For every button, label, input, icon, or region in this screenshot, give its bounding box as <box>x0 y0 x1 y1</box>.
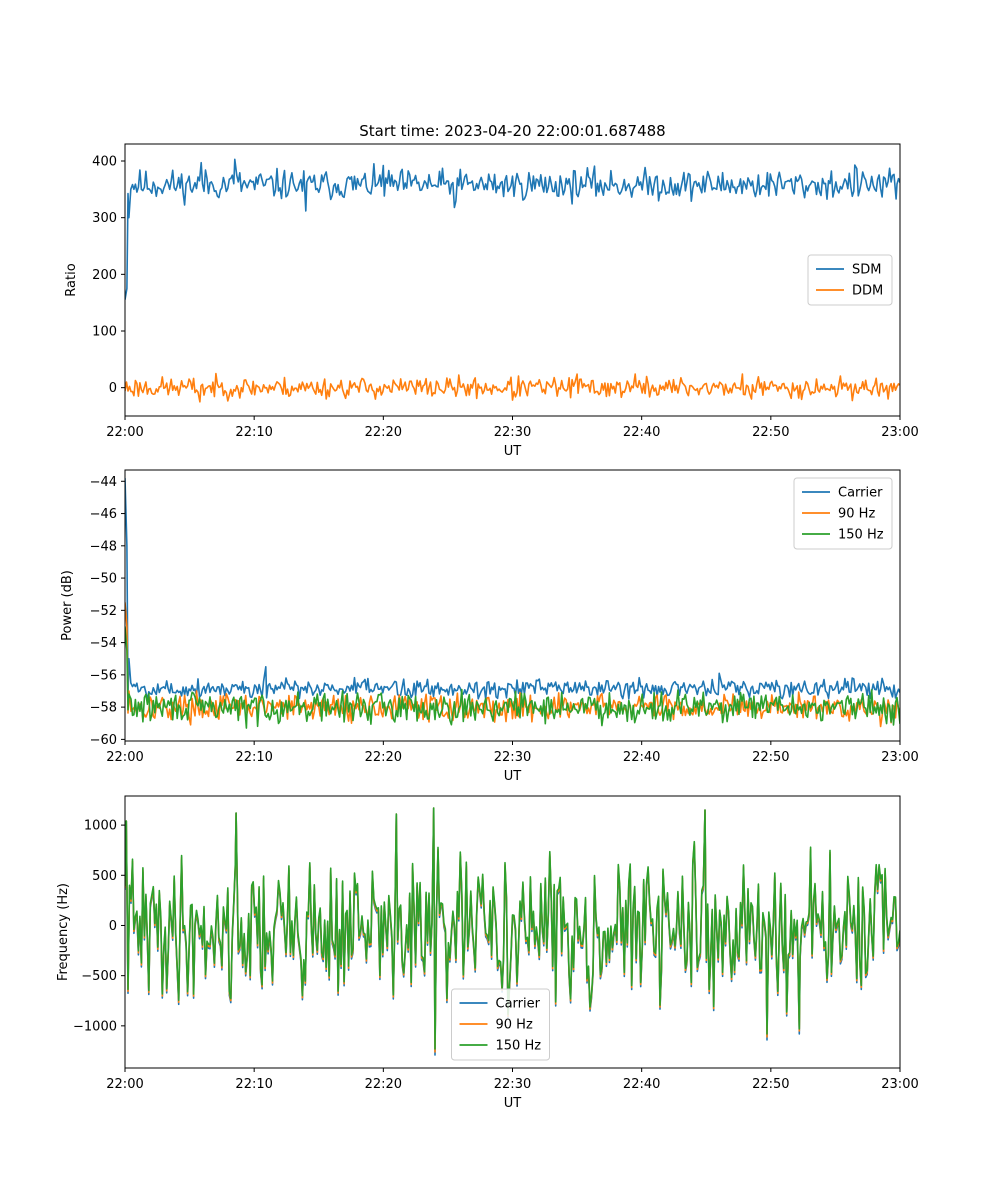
y-tick-label: −56 <box>90 668 117 683</box>
y-tick-label: 300 <box>92 211 117 226</box>
legend: Carrier 90 Hz 150 Hz <box>793 477 893 550</box>
y-tick-label: −58 <box>90 701 117 716</box>
y-tick-label: −500 <box>81 969 117 984</box>
legend-label: 90 Hz <box>838 507 875 522</box>
y-axis-label: Ratio <box>64 263 79 296</box>
y-tick-label: −1000 <box>73 1019 117 1034</box>
y-tick-label: −50 <box>90 572 117 587</box>
legend: SDM DDM <box>807 254 893 306</box>
y-tick-label: −46 <box>90 507 117 522</box>
legend-box <box>451 988 550 1061</box>
power-plot: 22:00 22:10 22:20 22:30 22:40 22:50 23:00 −60 −5… <box>60 469 919 784</box>
legend-label: SDM <box>852 263 881 278</box>
y-tick-label: 0 <box>109 919 117 934</box>
x-tick-label: 22:50 <box>752 750 789 765</box>
x-tick-label: 23:00 <box>881 1077 918 1092</box>
legend-label: Carrier <box>496 997 541 1012</box>
plot-lines <box>125 478 900 729</box>
y-tick-label: 1000 <box>84 819 117 834</box>
series-line-ddm <box>125 372 900 403</box>
y-tick-label: −44 <box>90 475 117 490</box>
x-tick-label: 22:00 <box>106 425 143 440</box>
x-tick-label: 22:30 <box>494 1077 531 1092</box>
x-tick-label: 22:30 <box>494 425 531 440</box>
legend-box <box>807 254 893 306</box>
x-tick-label: 22:20 <box>365 425 402 440</box>
x-axis-label: UT <box>504 769 522 784</box>
x-tick-label: 22:40 <box>623 750 660 765</box>
legend-box <box>793 477 893 550</box>
y-axis-label: Frequency (Hz) <box>56 883 71 981</box>
x-tick-label: 22:10 <box>235 425 272 440</box>
series-line-90-hz <box>125 602 900 728</box>
series-line-150-hz <box>125 626 900 729</box>
series-line-carrier <box>125 478 900 701</box>
x-tick-label: 22:50 <box>752 1077 789 1092</box>
x-tick-label: 22:40 <box>623 425 660 440</box>
plot-lines <box>125 158 900 403</box>
x-tick-label: 22:10 <box>235 750 272 765</box>
x-tick-label: 22:20 <box>365 750 402 765</box>
y-tick-label: −54 <box>90 636 117 651</box>
x-tick-label: 22:00 <box>106 750 143 765</box>
legend: Carrier 90 Hz 150 Hz <box>451 988 550 1061</box>
legend-label: DDM <box>852 284 883 299</box>
y-tick-label: 100 <box>92 325 117 340</box>
y-tick-label: 0 <box>109 381 117 396</box>
x-tick-label: 22:10 <box>235 1077 272 1092</box>
x-axis-label: UT <box>504 444 522 459</box>
series-line-sdm <box>125 158 900 300</box>
figure-title: Start time: 2023-04-20 22:00:01.687488 <box>359 122 665 140</box>
legend-label: 150 Hz <box>496 1039 542 1054</box>
x-tick-label: 23:00 <box>881 425 918 440</box>
y-tick-label: −52 <box>90 604 117 619</box>
legend-label: 90 Hz <box>496 1018 533 1033</box>
x-tick-label: 23:00 <box>881 750 918 765</box>
y-tick-label: 500 <box>92 869 117 884</box>
y-axis-label: Power (dB) <box>60 570 75 641</box>
series-line-150-hz <box>125 807 900 1050</box>
x-tick-label: 22:30 <box>494 750 531 765</box>
x-tick-label: 22:20 <box>365 1077 402 1092</box>
x-tick-label: 22:40 <box>623 1077 660 1092</box>
x-tick-label: 22:00 <box>106 1077 143 1092</box>
x-axis-label: UT <box>504 1096 522 1111</box>
frequency-plot: 22:00 22:10 22:20 22:30 22:40 22:50 23:00 −1000… <box>56 795 919 1111</box>
y-tick-label: −60 <box>90 733 117 748</box>
legend-label: 150 Hz <box>838 528 884 543</box>
ratio-plot: 22:00 22:10 22:20 22:30 22:40 22:50 23:00 0 100 2… <box>64 143 919 459</box>
y-tick-label: −48 <box>90 539 117 554</box>
x-tick-label: 22:50 <box>752 425 789 440</box>
y-tick-label: 400 <box>92 155 117 170</box>
legend-label: Carrier <box>838 486 883 501</box>
plot-lines <box>125 807 900 1056</box>
y-tick-label: 200 <box>92 268 117 283</box>
